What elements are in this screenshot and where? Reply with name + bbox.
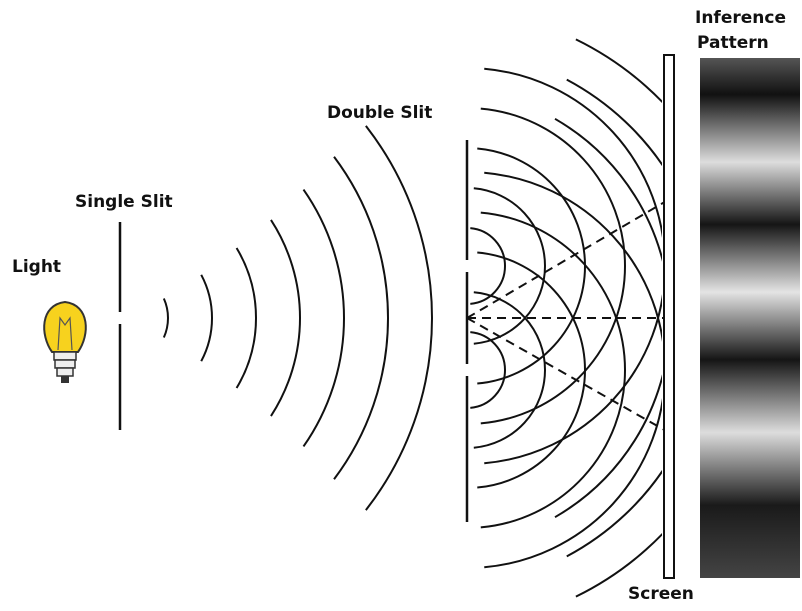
pattern-label-line1: Inference xyxy=(695,8,786,28)
double-slit-wave xyxy=(480,107,626,425)
screen-label: Screen xyxy=(628,584,694,604)
single-slit-wave xyxy=(162,298,169,338)
pattern-label-line2: Pattern xyxy=(697,33,769,53)
outer-wave xyxy=(566,78,662,558)
single-slit-wave xyxy=(235,247,257,389)
waves xyxy=(162,38,662,598)
single-slit-wave xyxy=(365,125,433,511)
double-slit-wave xyxy=(470,331,506,409)
double-slit-wave xyxy=(480,211,626,529)
double-slit-wave xyxy=(477,251,586,489)
double-slit-label: Double Slit xyxy=(327,103,432,123)
single-slit-wave xyxy=(302,188,345,448)
single-slit-label: Single Slit xyxy=(75,192,173,212)
screen xyxy=(663,54,675,579)
light-label: Light xyxy=(12,257,61,277)
double-slit-wave xyxy=(484,67,662,465)
outer-wave xyxy=(575,38,662,598)
single-slit-wave xyxy=(200,274,213,362)
outer-wave xyxy=(554,117,662,519)
interference-pattern xyxy=(700,58,800,578)
double-slit-wave xyxy=(473,187,546,345)
light-bulb xyxy=(43,300,87,383)
double-slit-wave xyxy=(484,171,662,569)
single-slit-wave xyxy=(333,156,389,480)
double-slit-wave xyxy=(470,227,506,305)
interference-lines xyxy=(466,199,669,433)
single-slit-wave xyxy=(270,219,301,417)
double-slit-wave xyxy=(473,291,546,449)
